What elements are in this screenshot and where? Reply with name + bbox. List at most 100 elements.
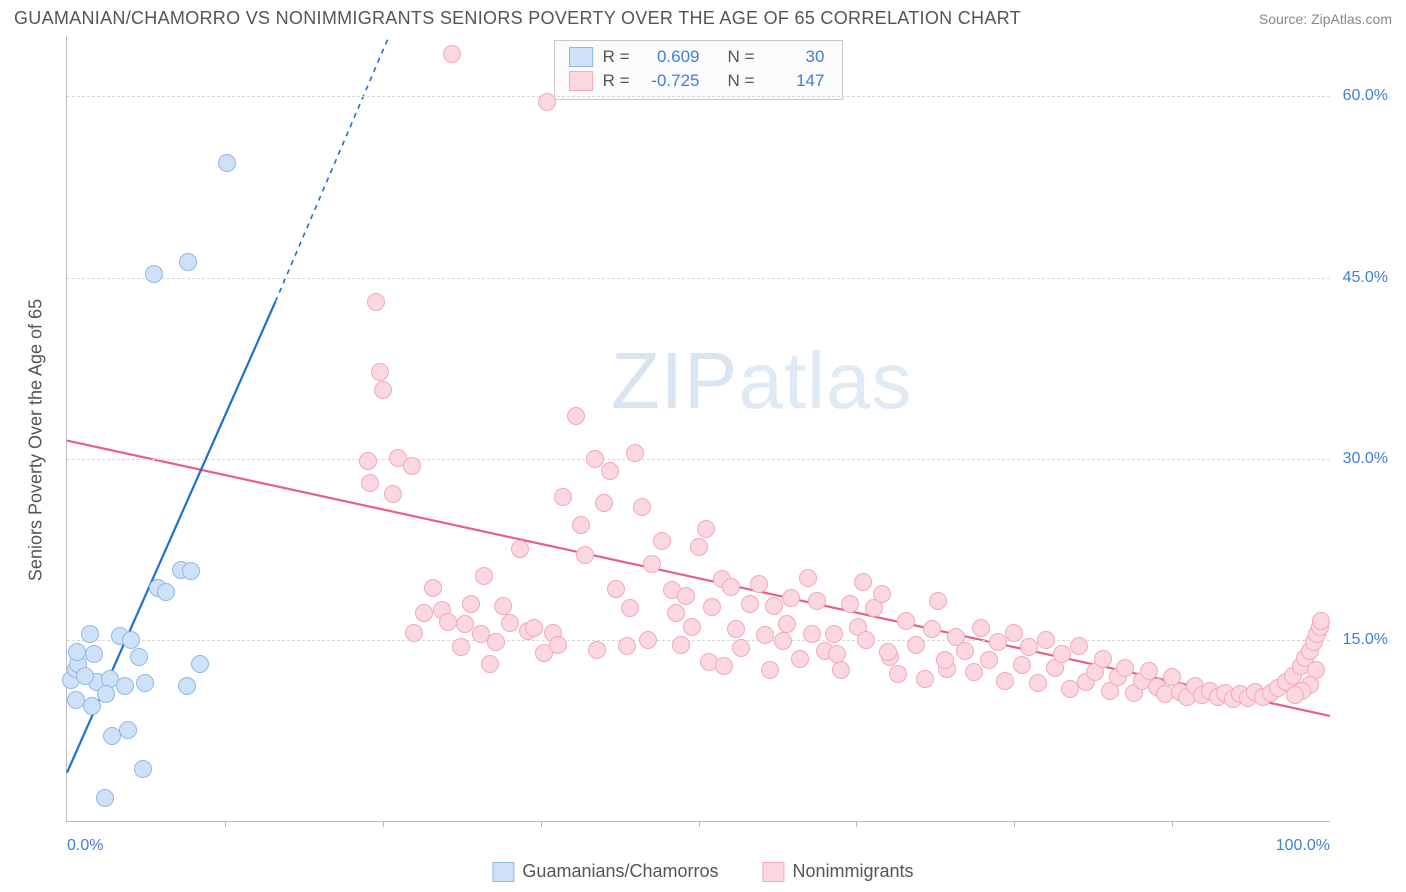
- data-point: [76, 667, 94, 685]
- legend-swatch-a-icon: [492, 862, 514, 882]
- watermark-bold: ZIP: [611, 336, 738, 425]
- data-point: [424, 579, 442, 597]
- y-axis-label: Seniors Poverty Over the Age of 65: [26, 299, 47, 581]
- data-point: [741, 595, 759, 613]
- data-point: [683, 618, 701, 636]
- legend-item-a: Guamanians/Chamorros: [492, 861, 718, 882]
- x-tick: [383, 821, 384, 827]
- data-point: [130, 648, 148, 666]
- data-point: [145, 265, 163, 283]
- data-point: [841, 595, 859, 613]
- r-value-b: -0.725: [640, 69, 700, 93]
- data-point: [405, 624, 423, 642]
- data-point: [525, 619, 543, 637]
- data-point: [157, 583, 175, 601]
- data-point: [1020, 638, 1038, 656]
- x-tick: [1172, 821, 1173, 827]
- data-point: [384, 485, 402, 503]
- data-point: [697, 520, 715, 538]
- data-point: [715, 657, 733, 675]
- data-point: [178, 677, 196, 695]
- r-label: R =: [603, 45, 630, 69]
- data-point: [85, 645, 103, 663]
- gridline: [67, 96, 1330, 97]
- data-point: [732, 639, 750, 657]
- r-label: R =: [603, 69, 630, 93]
- data-point: [96, 789, 114, 807]
- data-point: [727, 620, 745, 638]
- data-point: [873, 585, 891, 603]
- x-tick: [541, 821, 542, 827]
- data-point: [996, 672, 1014, 690]
- legend-label-a: Guamanians/Chamorros: [522, 861, 718, 882]
- chart-header: GUAMANIAN/CHAMORRO VS NONIMMIGRANTS SENI…: [0, 0, 1406, 33]
- watermark: ZIPatlas: [611, 335, 912, 427]
- data-point: [136, 674, 154, 692]
- data-point: [443, 45, 461, 63]
- legend-swatch-b: [569, 71, 593, 91]
- data-point: [672, 636, 690, 654]
- data-point: [1029, 674, 1047, 692]
- chart-source: Source: ZipAtlas.com: [1259, 11, 1392, 27]
- n-label: N =: [728, 69, 755, 93]
- data-point: [791, 650, 809, 668]
- data-point: [501, 614, 519, 632]
- gridline: [67, 459, 1330, 460]
- data-point: [965, 663, 983, 681]
- data-point: [828, 645, 846, 663]
- data-point: [576, 546, 594, 564]
- data-point: [371, 363, 389, 381]
- data-point: [415, 604, 433, 622]
- data-point: [633, 498, 651, 516]
- data-point: [179, 253, 197, 271]
- legend-row-b: R = -0.725 N = 147: [569, 69, 825, 93]
- data-point: [1061, 680, 1079, 698]
- legend-row-a: R = 0.609 N = 30: [569, 45, 825, 69]
- data-point: [487, 633, 505, 651]
- data-point: [1116, 659, 1134, 677]
- trend-lines-layer: [67, 36, 1330, 821]
- data-point: [857, 631, 875, 649]
- data-point: [808, 592, 826, 610]
- data-point: [549, 636, 567, 654]
- data-point: [403, 457, 421, 475]
- data-point: [799, 569, 817, 587]
- watermark-thin: atlas: [738, 336, 912, 425]
- n-value-b: 147: [764, 69, 824, 93]
- chart-title: GUAMANIAN/CHAMORRO VS NONIMMIGRANTS SENI…: [14, 8, 1021, 29]
- data-point: [374, 381, 392, 399]
- data-point: [956, 642, 974, 660]
- data-point: [1053, 645, 1071, 663]
- data-point: [588, 641, 606, 659]
- data-point: [989, 633, 1007, 651]
- gridline: [67, 640, 1330, 641]
- data-point: [554, 488, 572, 506]
- y-tick-label: 60.0%: [1343, 87, 1388, 105]
- data-point: [361, 474, 379, 492]
- data-point: [103, 727, 121, 745]
- data-point: [750, 575, 768, 593]
- data-point: [778, 615, 796, 633]
- x-tick: [1014, 821, 1015, 827]
- plot-area: ZIPatlas R = 0.609 N = 30 R = -0.725 N =…: [66, 36, 1330, 822]
- data-point: [936, 651, 954, 669]
- data-point: [782, 589, 800, 607]
- data-point: [601, 462, 619, 480]
- data-point: [643, 555, 661, 573]
- data-point: [1037, 631, 1055, 649]
- n-value-a: 30: [764, 45, 824, 69]
- data-point: [690, 538, 708, 556]
- data-point: [367, 293, 385, 311]
- chart-area: Seniors Poverty Over the Age of 65 ZIPat…: [14, 36, 1392, 844]
- data-point: [494, 597, 512, 615]
- data-point: [452, 638, 470, 656]
- data-point: [1005, 624, 1023, 642]
- data-point: [567, 407, 585, 425]
- gridline: [67, 278, 1330, 279]
- data-point: [618, 637, 636, 655]
- n-label: N =: [728, 45, 755, 69]
- data-point: [218, 154, 236, 172]
- data-point: [825, 625, 843, 643]
- data-point: [607, 580, 625, 598]
- data-point: [621, 599, 639, 617]
